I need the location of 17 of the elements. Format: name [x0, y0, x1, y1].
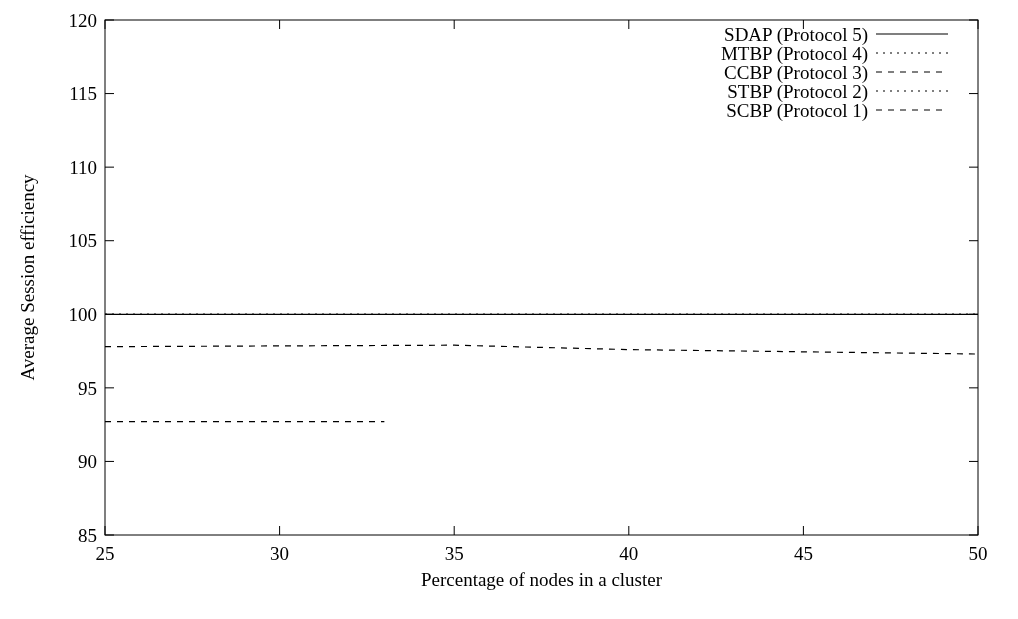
- y-tick-label: 90: [78, 451, 97, 473]
- legend-label: SDAP (Protocol 5): [724, 23, 868, 46]
- y-tick-label: 120: [68, 9, 97, 31]
- y-tick-label: 95: [78, 377, 97, 399]
- x-tick-label: 45: [793, 543, 813, 564]
- y-tick-label: 110: [69, 156, 97, 178]
- y-tick-label: 105: [68, 230, 97, 252]
- x-tick-label: 50: [968, 543, 988, 564]
- y-tick-label: 115: [69, 83, 97, 105]
- y-axis-title: Average Session efficiency: [17, 173, 38, 381]
- x-tick-label: 25: [95, 543, 115, 564]
- x-tick-label: 30: [270, 543, 290, 564]
- x-tick-label: 40: [619, 543, 639, 564]
- x-axis-title: Percentage of nodes in a cluster: [420, 569, 663, 590]
- y-tick-label: 100: [68, 303, 97, 325]
- y-tick-label: 85: [78, 524, 97, 546]
- x-tick-label: 35: [444, 543, 464, 564]
